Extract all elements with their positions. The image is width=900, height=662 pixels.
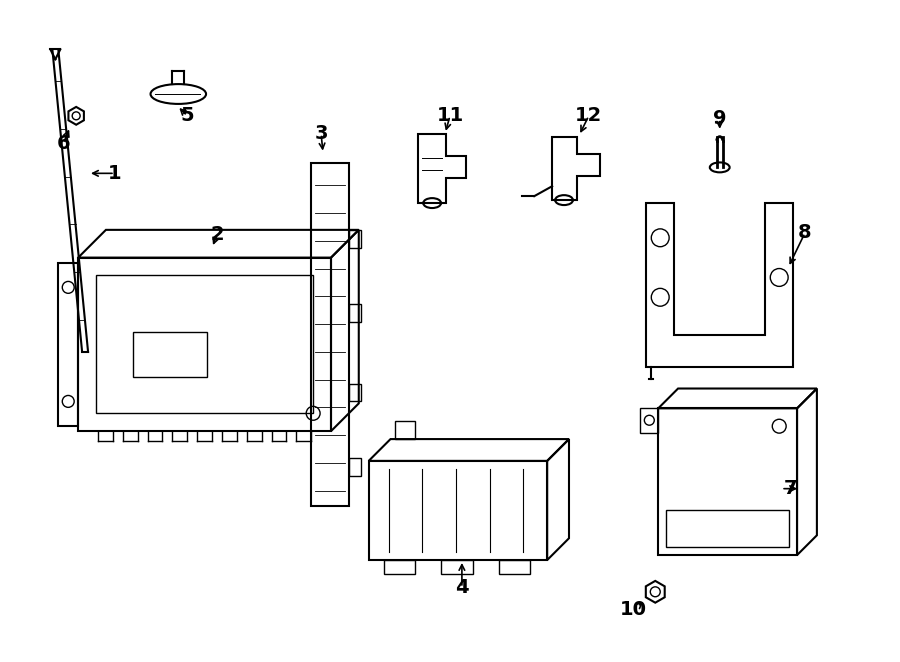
Text: 8: 8 <box>798 223 812 242</box>
Text: 1: 1 <box>108 164 122 183</box>
Text: 11: 11 <box>436 107 464 125</box>
Text: 7: 7 <box>783 479 796 498</box>
Text: 12: 12 <box>575 107 602 125</box>
Text: 9: 9 <box>713 109 726 128</box>
Text: 3: 3 <box>314 124 328 143</box>
Text: 4: 4 <box>455 579 469 597</box>
Text: 10: 10 <box>620 600 647 619</box>
Text: 6: 6 <box>57 134 70 153</box>
Text: 5: 5 <box>180 107 194 125</box>
Text: 2: 2 <box>211 225 224 244</box>
